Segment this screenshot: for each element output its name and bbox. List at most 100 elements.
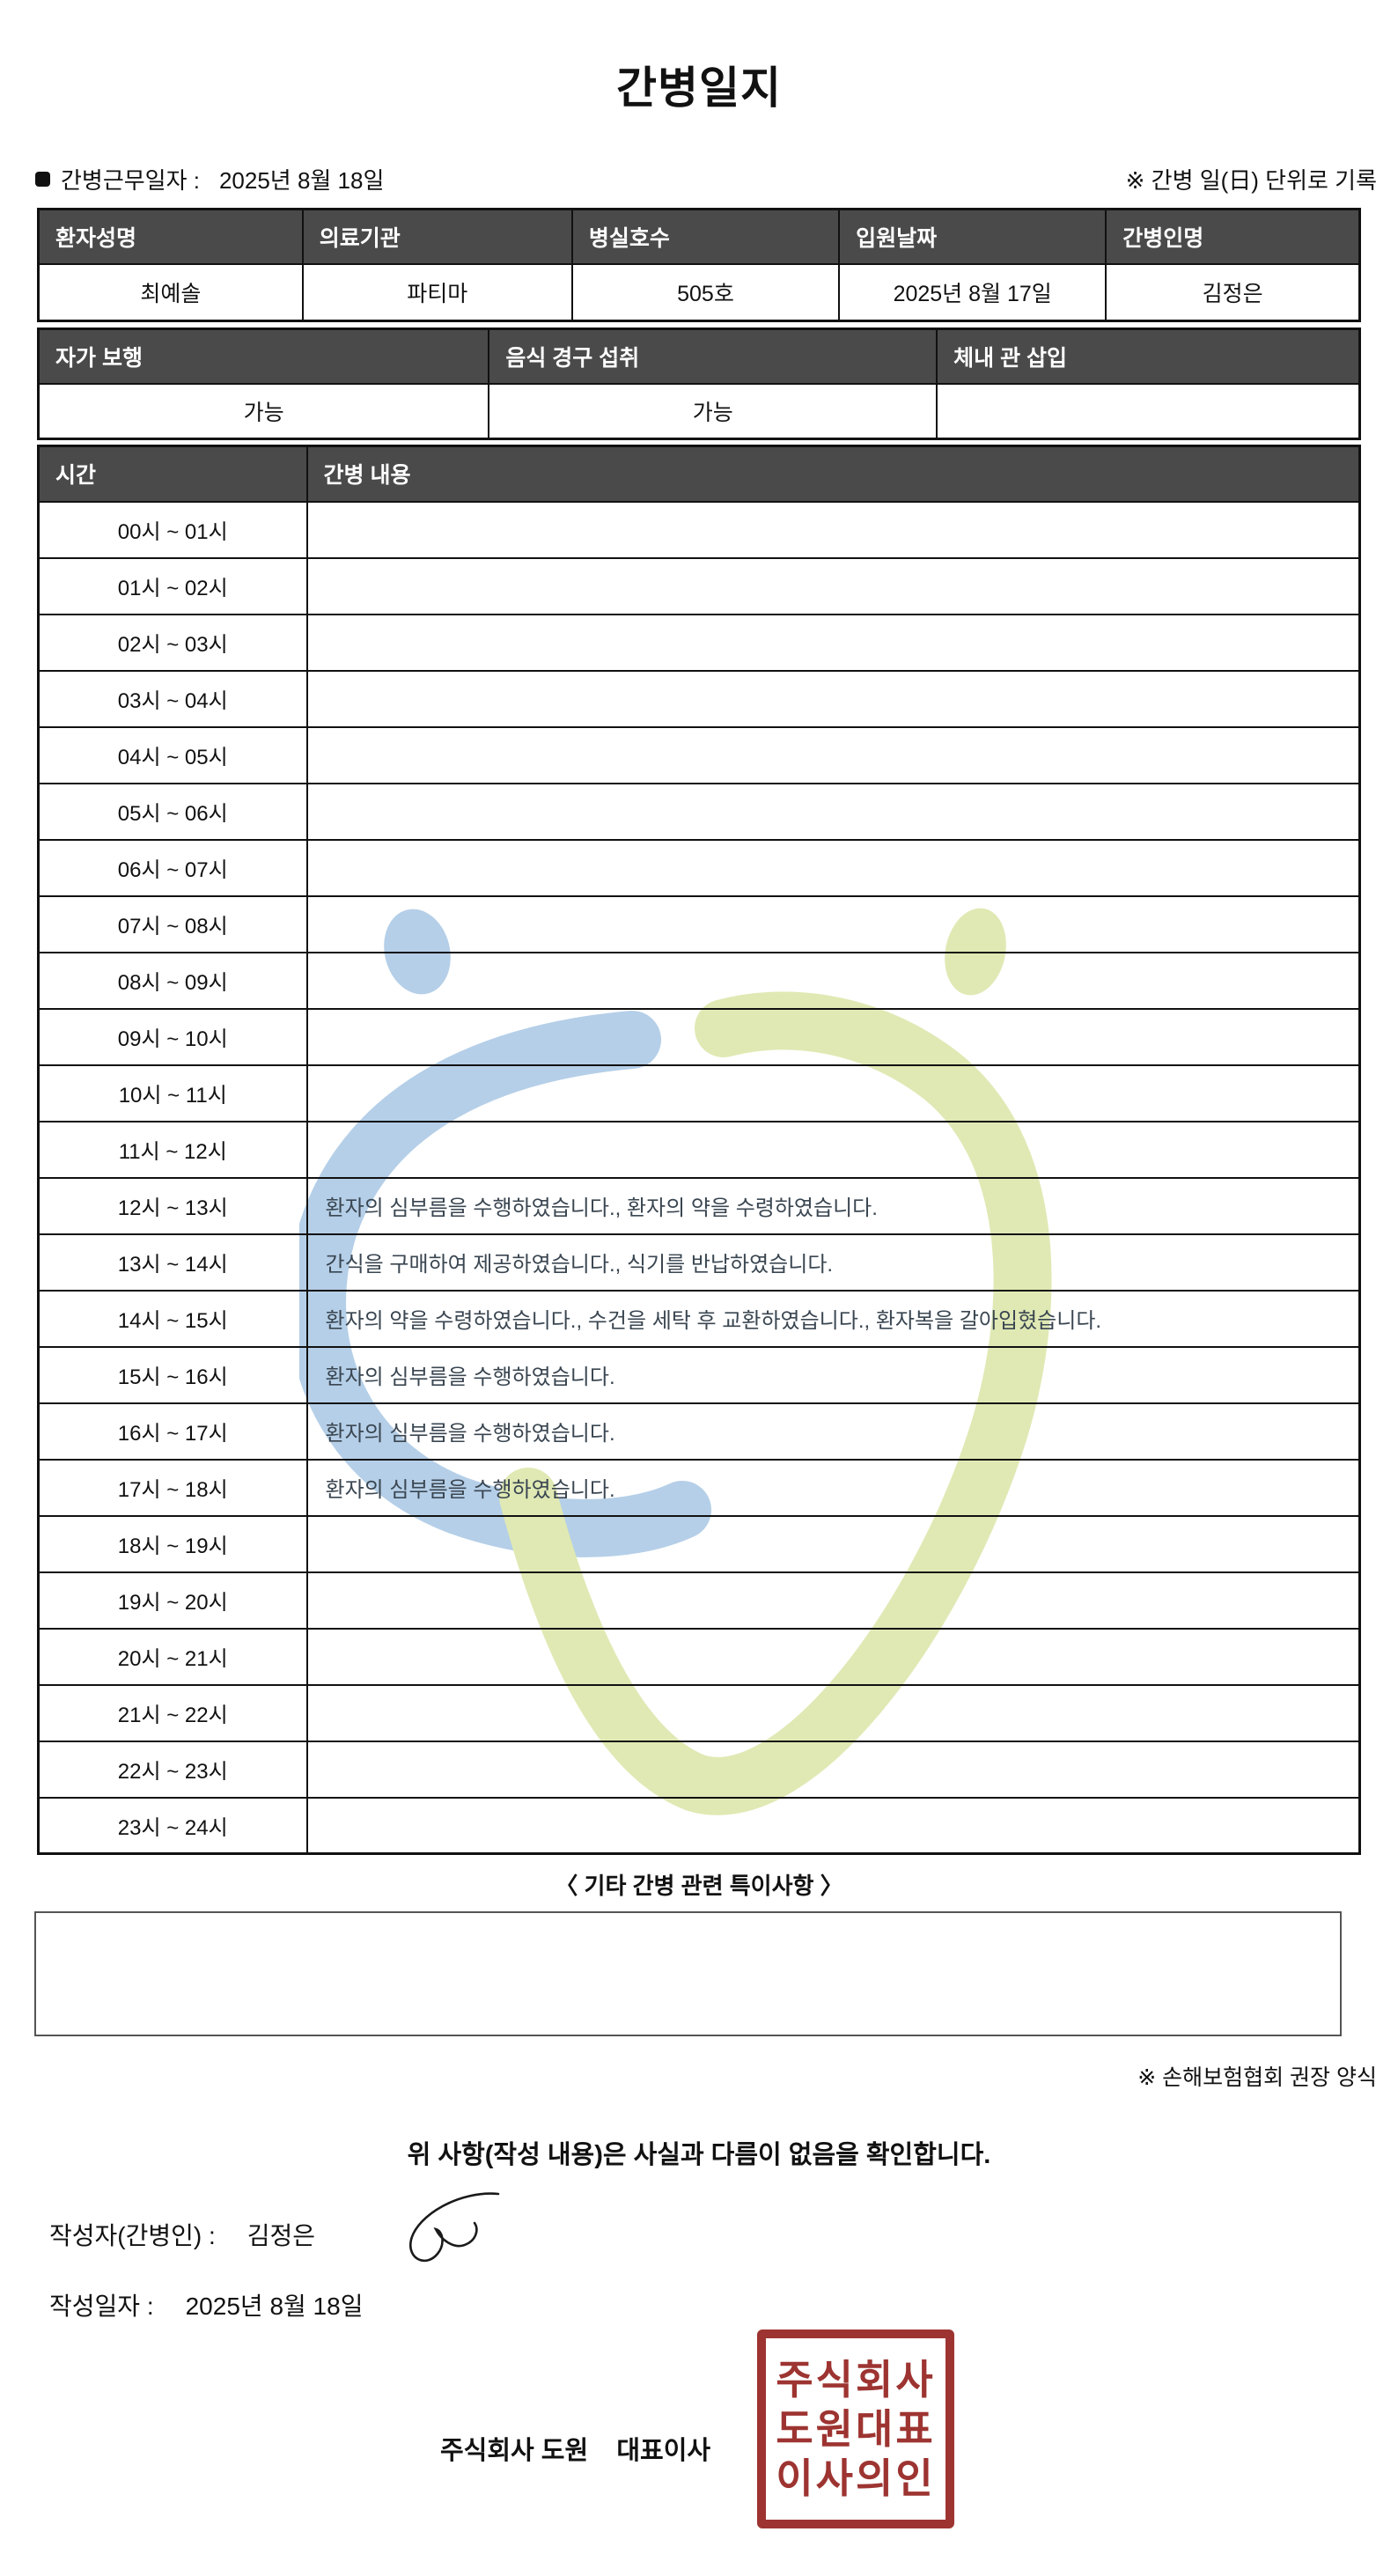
table-row: 15시 ~ 16시 환자의 심부름을 수행하였습니다. (37, 1345, 1361, 1404)
care-content-cell (305, 725, 1361, 784)
care-content-cell (305, 556, 1361, 615)
care-content-cell: 환자의 심부름을 수행하였습니다., 환자의 약을 수령하였습니다. (305, 1176, 1361, 1235)
table-row: 07시 ~ 08시 (37, 894, 1361, 953)
time-cell: 02시 ~ 03시 (37, 613, 308, 672)
time-cell: 12시 ~ 13시 (37, 1176, 308, 1235)
table-row: 18시 ~ 19시 (37, 1514, 1361, 1573)
time-cell: 19시 ~ 20시 (37, 1571, 308, 1630)
care-content-cell: 간식을 구매하여 제공하였습니다., 식기를 반납하였습니다. (305, 1233, 1361, 1292)
care-content-cell (305, 1514, 1361, 1573)
table-row: 04시 ~ 05시 (37, 725, 1361, 784)
care-content-cell (305, 782, 1361, 841)
patient-value-cell: 505호 (570, 262, 841, 322)
table-row: 14시 ~ 15시 환자의 약을 수령하였습니다., 수건을 세탁 후 교환하였습… (37, 1289, 1361, 1348)
writer-row: 작성자(간병인) : 김정은 (49, 2217, 315, 2252)
patient-value-cell: 김정은 (1105, 262, 1361, 322)
care-content-cell (305, 1740, 1361, 1799)
table-row: 08시 ~ 09시 (37, 951, 1361, 1010)
care-content-cell: 환자의 심부름을 수행하였습니다. (305, 1458, 1361, 1517)
time-cell: 23시 ~ 24시 (37, 1796, 308, 1855)
table-row: 03시 ~ 04시 (37, 669, 1361, 728)
table-row: 23시 ~ 24시 (37, 1796, 1361, 1855)
patient-header-cell: 간병인명 (1105, 208, 1361, 265)
time-cell: 18시 ~ 19시 (37, 1514, 308, 1573)
writer-label: 작성자(간병인) : (49, 2222, 216, 2249)
time-cell: 14시 ~ 15시 (37, 1289, 308, 1348)
care-content-cell (305, 500, 1361, 559)
patient-value-cell: 최예솔 (37, 262, 304, 322)
time-cell: 10시 ~ 11시 (37, 1064, 308, 1122)
confirmation-statement: 위 사항(작성 내용)은 사실과 다름이 없음을 확인합니다. (407, 2141, 991, 2169)
table-row: 12시 ~ 13시 환자의 심부름을 수행하였습니다., 환자의 약을 수령하였습… (37, 1176, 1361, 1235)
stamp-line: 이사의인 (776, 2455, 936, 2502)
time-cell: 05시 ~ 06시 (37, 782, 308, 841)
stamp-line: 도원대표 (776, 2405, 936, 2452)
special-notes-box (34, 1911, 1342, 2036)
company-ceo-line: 주식회사 도원 대표이사 (440, 2437, 711, 2465)
table-row: 05시 ~ 06시 (37, 782, 1361, 841)
work-date-row: 간병근무일자 : 2025년 8월 18일 ※ 간병 일(日) 단위로 기록 (35, 163, 1377, 195)
care-content-cell (305, 1064, 1361, 1122)
condition-value-cell: 가능 (488, 382, 938, 440)
patient-condition-table: 자가 보행 음식 경구 섭취 체내 관 삽입 가능 가능 (37, 328, 1361, 440)
patient-header-cell: 환자성명 (37, 208, 304, 265)
corporate-seal-stamp: 주식회사 도원대표 이사의인 (757, 2329, 954, 2528)
patient-value-cell: 2025년 8월 17일 (838, 262, 1107, 322)
time-cell: 22시 ~ 23시 (37, 1740, 308, 1799)
care-content-cell (305, 894, 1361, 953)
care-content-cell (305, 1796, 1361, 1855)
time-cell: 09시 ~ 10시 (37, 1007, 308, 1066)
work-date-value: 2025년 8월 18일 (218, 167, 385, 194)
write-date-value: 2025년 8월 18일 (185, 2293, 364, 2320)
condition-header-cell: 음식 경구 섭취 (488, 328, 938, 385)
table-row: 00시 ~ 01시 (37, 500, 1361, 559)
time-cell: 11시 ~ 12시 (37, 1120, 308, 1179)
recommended-form-note: ※ 손해보험협회 권장 양식 (1137, 2065, 1377, 2090)
table-row: 10시 ~ 11시 (37, 1064, 1361, 1122)
time-cell: 17시 ~ 18시 (37, 1458, 308, 1517)
care-content-cell (305, 1571, 1361, 1630)
table-row: 16시 ~ 17시 환자의 심부름을 수행하였습니다. (37, 1402, 1361, 1461)
time-cell: 15시 ~ 16시 (37, 1345, 308, 1404)
patient-value-cell: 파티마 (301, 262, 573, 322)
hourly-care-table: 시간 간병 내용 00시 ~ 01시 01시 ~ 02시 02시 ~ 03시 0… (37, 445, 1361, 1855)
time-column-header: 시간 (37, 445, 308, 503)
table-row: 21시 ~ 22시 (37, 1683, 1361, 1742)
time-cell: 13시 ~ 14시 (37, 1233, 308, 1292)
table-row: 22시 ~ 23시 (37, 1740, 1361, 1799)
condition-value-cell: 가능 (37, 382, 490, 440)
condition-header-cell: 체내 관 삽입 (936, 328, 1361, 385)
daily-unit-note: ※ 간병 일(日) 단위로 기록 (1125, 167, 1377, 194)
table-row: 20시 ~ 21시 (37, 1627, 1361, 1686)
table-row: 19시 ~ 20시 (37, 1571, 1361, 1630)
write-date-row: 작성일자 : 2025년 8월 18일 (49, 2287, 363, 2322)
table-row: 01시 ~ 02시 (37, 556, 1361, 615)
time-cell: 06시 ~ 07시 (37, 838, 308, 897)
care-content-cell (305, 1627, 1361, 1686)
time-cell: 20시 ~ 21시 (37, 1627, 308, 1686)
stamp-line: 주식회사 (776, 2356, 936, 2403)
time-cell: 07시 ~ 08시 (37, 894, 308, 953)
time-cell: 21시 ~ 22시 (37, 1683, 308, 1742)
work-date-label: 간병근무일자 : (61, 167, 200, 194)
care-content-cell (305, 669, 1361, 728)
page-title: 간병일지 (616, 63, 782, 113)
time-cell: 16시 ~ 17시 (37, 1402, 308, 1461)
write-date-label: 작성일자 : (49, 2293, 154, 2320)
care-content-cell (305, 838, 1361, 897)
care-content-cell: 환자의 약을 수령하였습니다., 수건을 세탁 후 교환하였습니다., 환자복을… (305, 1289, 1361, 1348)
time-cell: 00시 ~ 01시 (37, 500, 308, 559)
special-notes-heading: 〈 기타 간병 관련 특이사항 〉 (555, 1873, 843, 1899)
handwritten-signature (408, 2192, 500, 2263)
time-cell: 03시 ~ 04시 (37, 669, 308, 728)
bullet-square-icon (35, 172, 50, 187)
patient-header-cell: 의료기관 (301, 208, 573, 265)
patient-info-table: 환자성명 의료기관 병실호수 입원날짜 간병인명 최예솔 파티마 505호 20… (37, 208, 1361, 322)
care-content-cell (305, 1683, 1361, 1742)
care-content-cell (305, 613, 1361, 672)
care-content-cell: 환자의 심부름을 수행하였습니다. (305, 1345, 1361, 1404)
care-content-cell (305, 1007, 1361, 1066)
table-row: 13시 ~ 14시 간식을 구매하여 제공하였습니다., 식기를 반납하였습니다. (37, 1233, 1361, 1292)
table-row: 02시 ~ 03시 (37, 613, 1361, 672)
